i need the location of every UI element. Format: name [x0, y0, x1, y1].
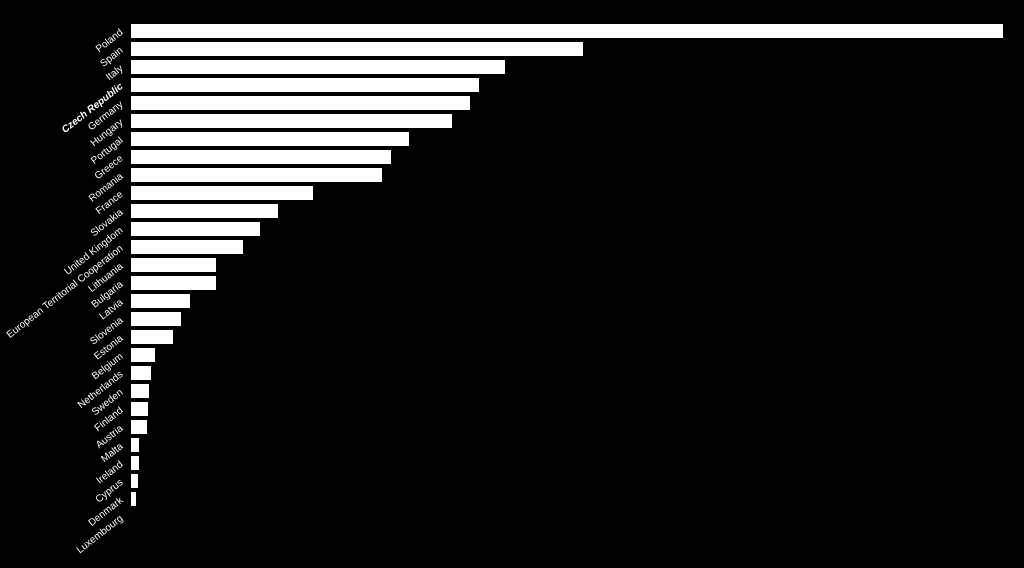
bar	[130, 23, 1004, 39]
bar	[130, 311, 182, 327]
bar-row: Romania	[130, 166, 1004, 184]
bar	[130, 41, 584, 57]
bar-row: European Territorial Cooperation	[130, 238, 1004, 256]
bar	[130, 131, 410, 147]
bar	[130, 401, 149, 417]
bar	[130, 239, 244, 255]
bar-row: Spain	[130, 40, 1004, 58]
bar-row: Latvia	[130, 292, 1004, 310]
bar-row: Italy	[130, 58, 1004, 76]
bar	[130, 275, 217, 291]
bar-row: Greece	[130, 148, 1004, 166]
bar-row: France	[130, 184, 1004, 202]
bar-row: Finland	[130, 400, 1004, 418]
bar-row: Sweden	[130, 382, 1004, 400]
bar	[130, 113, 453, 129]
bar-row: Belgium	[130, 346, 1004, 364]
bar-row: Malta	[130, 436, 1004, 454]
bar	[130, 257, 217, 273]
bar	[130, 221, 261, 237]
bar-row: Hungary	[130, 112, 1004, 130]
bar-row: Slovakia	[130, 202, 1004, 220]
bar	[130, 77, 480, 93]
bar	[130, 383, 150, 399]
bar-row: Netherlands	[130, 364, 1004, 382]
bar	[130, 167, 383, 183]
bar-row: Germany	[130, 94, 1004, 112]
bar	[130, 473, 139, 489]
bar-row: Denmark	[130, 490, 1004, 508]
bar-row: Lithuania	[130, 256, 1004, 274]
bar-row: Estonia	[130, 328, 1004, 346]
bar	[130, 437, 140, 453]
bar	[130, 185, 314, 201]
bar-row: Bulgaria	[130, 274, 1004, 292]
bar-row: Luxembourg	[130, 508, 1004, 526]
bar-row: Austria	[130, 418, 1004, 436]
bar-row: United Kingdom	[130, 220, 1004, 238]
bar	[130, 149, 392, 165]
bar	[130, 365, 152, 381]
bar	[130, 347, 156, 363]
bar	[130, 491, 137, 507]
bar-row: Slovenia	[130, 310, 1004, 328]
bar	[130, 59, 506, 75]
bar-row: Czech Republic	[130, 76, 1004, 94]
bar	[130, 329, 174, 345]
bar-row: Ireland	[130, 454, 1004, 472]
bar-row: Poland	[130, 22, 1004, 40]
bar	[130, 509, 132, 525]
bar	[130, 455, 140, 471]
bar-row: Portugal	[130, 130, 1004, 148]
plot-area: PolandSpainItalyCzech RepublicGermanyHun…	[130, 22, 1004, 528]
bar	[130, 419, 148, 435]
bar	[130, 293, 191, 309]
bar-row: Cyprus	[130, 472, 1004, 490]
bar	[130, 95, 471, 111]
bar	[130, 203, 279, 219]
horizontal-bar-chart: PolandSpainItalyCzech RepublicGermanyHun…	[0, 0, 1024, 568]
